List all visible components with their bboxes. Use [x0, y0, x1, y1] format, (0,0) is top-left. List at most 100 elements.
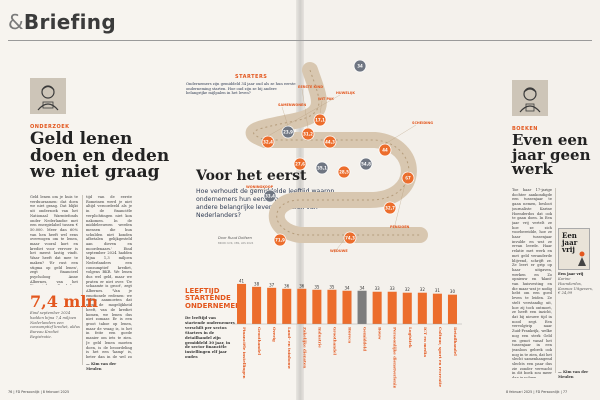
left-headline-line-3: we niet graag [30, 162, 160, 183]
milestone-label: SAMENWONEN [278, 103, 306, 107]
right-headline-line-3: werk [512, 160, 553, 179]
category-label: Gemiddeld [363, 327, 368, 351]
column-divider [555, 188, 556, 373]
milestone-age: 44,3 [325, 140, 335, 145]
bar [237, 283, 247, 324]
book-caption-title: Een jaar vrij [558, 272, 584, 276]
bar [447, 294, 457, 324]
milestone-age: 74,3 [345, 236, 355, 241]
category-label: Zakelijke diensten [302, 327, 307, 368]
author-avatar-right [512, 80, 548, 116]
milestone-node [383, 201, 397, 215]
book-cover: Een jaar vrij [558, 228, 590, 270]
bar [432, 293, 442, 324]
milestone-node [273, 233, 287, 247]
milestone-label: PENSIOEN [390, 225, 410, 229]
category-label: Groothandel [332, 327, 337, 355]
author-avatar-left [30, 78, 66, 114]
feature-credit: BRON: KVK, CBS, LRS 2024 [218, 242, 254, 245]
book-caption: Karine Hoenderdos, Kosmos Uitgevers, € 2… [558, 277, 593, 296]
milestone-label: WEDUWE [330, 249, 348, 253]
bar-value-label: 34 [344, 285, 350, 290]
left-headline-line-2: doen en deden [30, 145, 170, 166]
milestone-leader-line [249, 188, 271, 191]
column-divider [82, 195, 83, 365]
milestone-leader-line [393, 171, 409, 230]
milestone-nodes: 17,1 23,9 31,2 32,4 34 44 67 33,4 74,3 44,3 54,8 71… [261, 60, 415, 247]
brand-name: Briefing [23, 10, 116, 34]
feature-title: Voor het eerst [196, 168, 307, 184]
left-signoff: — Kim van der Meulen [86, 362, 117, 371]
milestone-node [293, 157, 307, 171]
category-label: Persoonlijke dienstverlening [393, 327, 398, 388]
header-rule [8, 40, 592, 41]
milestone-age: 31,2 [303, 132, 313, 137]
milestone-label: HUWELIJK [336, 91, 355, 95]
milestone-age: 27,6 [295, 162, 305, 167]
category-label: ICT en media [423, 327, 428, 357]
milestone-leader-line [281, 106, 289, 127]
right-kicker: BOEKEN [512, 126, 538, 132]
category-label: Industrie [317, 327, 322, 348]
milestone-node [353, 60, 367, 73]
section-brand: &Briefing [8, 10, 116, 34]
category-label: Overig [272, 327, 277, 342]
left-article-column-1: Geld lenen om je huis te verduurzamen: d… [30, 195, 78, 285]
bar-value-label: 37 [269, 282, 275, 287]
milestone-age: 33,4 [265, 194, 275, 199]
category-label: Groothandel [257, 327, 262, 355]
category-label: Detailhandel [453, 327, 458, 356]
stat-caption: Eind september 2024 hadden bijna 7,4 mil… [30, 311, 80, 339]
person-icon [512, 80, 548, 116]
starters-label: STARTERS [235, 74, 268, 80]
bar-value-label: 36 [299, 283, 305, 288]
bar [252, 286, 262, 324]
milestone-node [323, 135, 337, 149]
bar [387, 291, 397, 324]
category-label: Bouw [378, 327, 383, 340]
milestone-age: 71,9 [275, 238, 285, 243]
bar [417, 292, 427, 324]
milestone-age: 32,4 [263, 140, 273, 145]
bar-value-label: 33 [375, 286, 381, 291]
bar [297, 288, 307, 324]
road-centerline [253, 69, 420, 236]
book-title-word: jaar [562, 238, 578, 247]
footer-left: 76 | FD Persoonlijk | 8 februari 2025 [8, 390, 70, 394]
milestone-age: 35,1 [317, 166, 327, 171]
milestone-age: 32,7 [385, 206, 395, 211]
bar-value-label: 35 [329, 284, 335, 289]
category-label: Horeca [348, 327, 353, 344]
milestone-age: 28,5 [339, 170, 349, 175]
bar-value-label: 41 [239, 278, 245, 283]
chart-subtitle: De leeftijd van startende ondernemers ve… [185, 315, 235, 360]
left-page [0, 0, 300, 400]
milestone-label: WONINGKOOP [246, 185, 274, 189]
milestone-label: EERSTE KIND [298, 85, 323, 89]
milestone-node [359, 157, 373, 171]
bar-value-label: 31 [435, 288, 441, 293]
bar-value-label: 30 [450, 289, 456, 294]
milestone-age: 54,8 [361, 162, 371, 167]
life-path-infographic: 17,1 23,9 31,2 32,4 34 44 67 33,4 74,3 44,3 54,8 71… [245, 60, 433, 254]
bar-value-label: 36 [284, 283, 290, 288]
right-headline: Even een jaar geen werk [512, 133, 590, 177]
left-headline: Geld lenen doen en deden we niet graag [30, 131, 169, 181]
bar-value-label: 32 [420, 287, 426, 292]
left-kicker: ONDERZOEK [30, 124, 70, 130]
chart-title: LEEFTIJD STARTENDE ONDERNEMERS [185, 287, 246, 310]
brand-ampersand: & [8, 10, 24, 34]
milestone-age: 34 [357, 64, 363, 69]
bar [267, 287, 277, 324]
bar-value-label: 33 [390, 286, 396, 291]
milestone-age: 44 [382, 148, 388, 153]
milestone-age: 67 [405, 176, 411, 181]
left-article-column-2: tijd van de eerste Romeinen werd je niet… [86, 195, 132, 360]
stat-number: 7,4 mln [30, 292, 99, 311]
right-headline-line-1: Even een [512, 131, 588, 149]
milestone-age: 23,9 [283, 130, 293, 135]
bar [327, 289, 337, 324]
milestone-node [337, 165, 351, 179]
